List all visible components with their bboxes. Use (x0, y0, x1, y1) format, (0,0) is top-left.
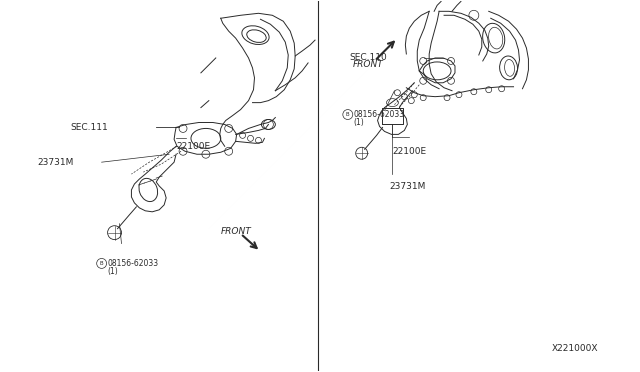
Text: B: B (346, 112, 349, 117)
Text: 23731M: 23731M (390, 182, 426, 191)
Text: (1): (1) (354, 118, 365, 127)
Text: 22100E: 22100E (176, 142, 210, 151)
Text: 08156-62033: 08156-62033 (108, 259, 159, 268)
Text: 08156-62033: 08156-62033 (354, 110, 405, 119)
Text: 22100E: 22100E (392, 147, 427, 156)
Text: SEC.110: SEC.110 (350, 54, 388, 62)
Text: FRONT: FRONT (353, 60, 383, 70)
Text: X221000X: X221000X (552, 344, 598, 353)
Text: B: B (100, 261, 104, 266)
Text: 23731M: 23731M (37, 158, 74, 167)
Text: (1): (1) (108, 267, 118, 276)
Text: SEC.111: SEC.111 (70, 123, 108, 132)
Text: FRONT: FRONT (221, 227, 252, 236)
